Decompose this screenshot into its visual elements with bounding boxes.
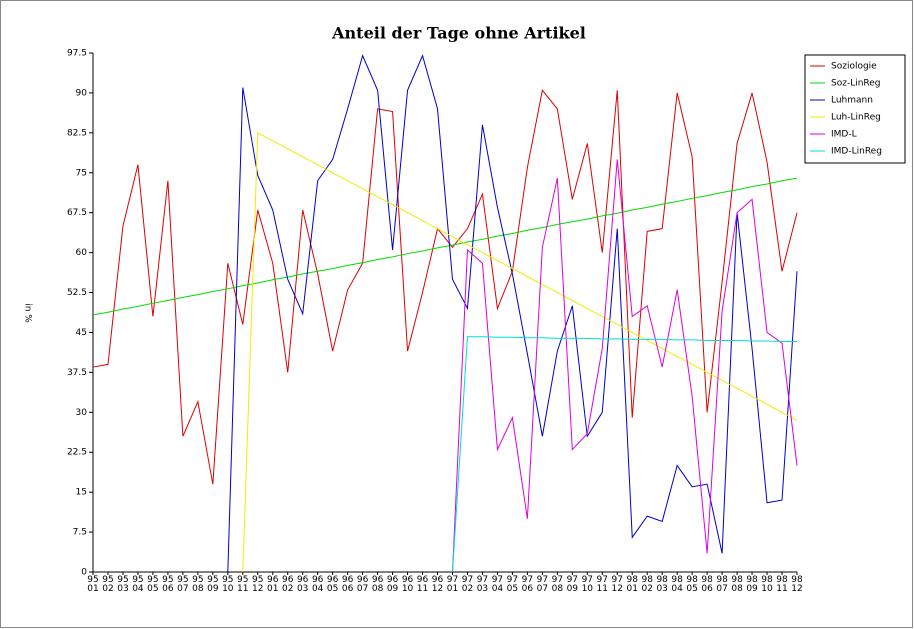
x-tick-label: 95 07 bbox=[177, 575, 189, 594]
x-tick-label: 97 08 bbox=[551, 575, 564, 594]
series-line bbox=[92, 89, 798, 485]
x-tick-label: 98 08 bbox=[731, 575, 743, 594]
chart-title: Anteil der Tage ohne Artikel bbox=[331, 24, 586, 43]
x-tick-label: 97 04 bbox=[491, 575, 504, 594]
x-tick-label: 98 07 bbox=[716, 575, 728, 594]
series-line bbox=[451, 336, 797, 573]
x-tick-label: 97 07 bbox=[536, 575, 549, 594]
y-tick-label: 30 bbox=[76, 408, 88, 418]
x-tick-label: 98 04 bbox=[671, 575, 683, 594]
y-tick-label: 45 bbox=[76, 328, 87, 338]
x-tick-label: 98 10 bbox=[761, 575, 773, 594]
x-tick-label: 95 11 bbox=[237, 575, 249, 594]
legend-label: Luhmann bbox=[831, 96, 873, 106]
x-tick-label: 95 06 bbox=[162, 575, 174, 594]
legend-label: Luh-LinReg bbox=[831, 113, 881, 123]
x-tick-label: 96 11 bbox=[416, 575, 429, 594]
x-tick-label: 96 12 bbox=[431, 575, 444, 594]
x-tick-label: 96 04 bbox=[311, 575, 324, 594]
x-tick-label: 95 05 bbox=[147, 575, 159, 594]
y-tick-label: 82.5 bbox=[67, 128, 87, 138]
x-tick-label: 97 10 bbox=[581, 575, 594, 594]
x-tick-label: 97 01 bbox=[446, 575, 459, 594]
y-tick-label: 52.5 bbox=[67, 288, 87, 298]
series-line bbox=[242, 132, 798, 573]
y-tick-label: 60 bbox=[76, 248, 88, 258]
x-tick-label: 95 10 bbox=[222, 575, 234, 594]
y-tick-label: 0 bbox=[81, 568, 87, 578]
legend-label: IMD-L bbox=[831, 130, 857, 140]
legend-label: Soziologie bbox=[831, 62, 877, 72]
y-tick-label: 97.5 bbox=[67, 49, 87, 59]
x-tick-label: 98 11 bbox=[776, 575, 788, 594]
x-tick-label: 96 01 bbox=[267, 575, 279, 594]
legend-label: IMD-LinReg bbox=[831, 147, 882, 157]
x-tick-label: 97 02 bbox=[461, 575, 474, 594]
x-tick-label: 96 02 bbox=[281, 575, 294, 594]
series-line bbox=[451, 159, 798, 573]
x-tick-label: 98 03 bbox=[656, 575, 668, 594]
x-tick-label: 95 01 bbox=[87, 575, 99, 594]
x-tick-label: 98 09 bbox=[746, 575, 758, 594]
x-tick-label: 96 07 bbox=[356, 575, 369, 594]
y-tick-label: 22.5 bbox=[67, 448, 87, 458]
x-tick-label: 95 03 bbox=[117, 575, 129, 594]
x-tick-label: 98 06 bbox=[701, 575, 713, 594]
legend-label: Soz-LinReg bbox=[831, 79, 881, 89]
x-tick-label: 95 08 bbox=[192, 575, 204, 594]
y-tick-label: 67.5 bbox=[67, 208, 87, 218]
x-tick-label: 96 03 bbox=[296, 575, 309, 594]
series-line bbox=[227, 54, 798, 573]
x-tick-label: 97 11 bbox=[596, 575, 608, 594]
y-tick-label: 75 bbox=[76, 168, 87, 178]
x-tick-label: 98 12 bbox=[791, 575, 803, 594]
legend-box bbox=[804, 54, 906, 164]
x-tick-label: 98 05 bbox=[686, 575, 698, 594]
x-tick-label: 96 08 bbox=[371, 575, 384, 594]
series-line bbox=[92, 177, 798, 316]
x-tick-label: 95 04 bbox=[132, 575, 144, 594]
x-tick-label: 96 05 bbox=[326, 575, 339, 594]
x-tick-label: 97 09 bbox=[566, 575, 579, 594]
x-tick-label: 95 09 bbox=[207, 575, 219, 594]
x-tick-label: 96 06 bbox=[341, 575, 354, 594]
x-tick-label: 95 02 bbox=[102, 575, 114, 594]
y-tick-label: 7.5 bbox=[73, 528, 87, 538]
x-tick-label: 97 12 bbox=[611, 575, 623, 594]
x-tick-label: 97 03 bbox=[476, 575, 489, 594]
x-tick-label: 98 02 bbox=[641, 575, 653, 594]
y-tick-label: 37.5 bbox=[67, 368, 87, 378]
x-tick-label: 96 10 bbox=[401, 575, 414, 594]
x-tick-label: 97 05 bbox=[506, 575, 519, 594]
y-tick-label: 15 bbox=[76, 488, 87, 498]
x-tick-label: 97 06 bbox=[521, 575, 534, 594]
y-tick-label: 90 bbox=[76, 88, 88, 98]
x-tick-label: 96 09 bbox=[386, 575, 399, 594]
y-axis-label: in % bbox=[23, 303, 33, 323]
x-tick-label: 95 12 bbox=[252, 575, 264, 594]
x-tick-label: 98 01 bbox=[626, 575, 638, 594]
